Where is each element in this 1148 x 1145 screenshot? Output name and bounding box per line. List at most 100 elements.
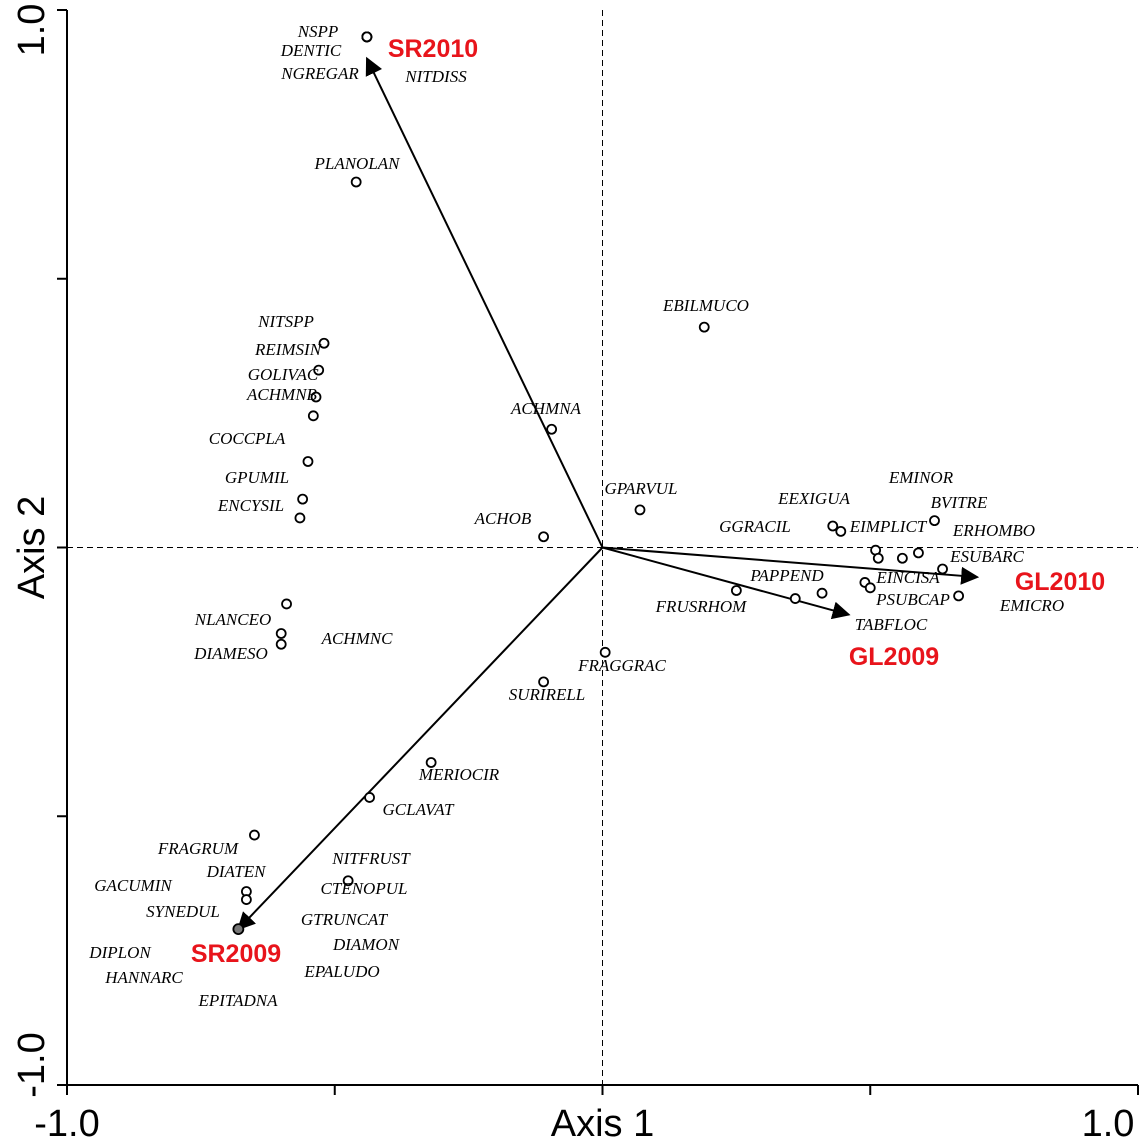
species-point	[546, 423, 558, 435]
species-label: ACHMNC	[321, 629, 394, 648]
site-vector-sr2009	[237, 546, 604, 931]
species-label: NITFRUST	[331, 849, 411, 868]
species-point	[313, 364, 325, 376]
species-point	[342, 875, 354, 887]
species-point	[240, 894, 252, 905]
species-label: NSPP	[297, 22, 339, 41]
species-label: TABFLOC	[855, 615, 928, 634]
species-label: EIMPLICT	[849, 517, 928, 536]
species-label: REIMSIN	[254, 340, 323, 359]
species-label: DIATEN	[206, 862, 268, 881]
species-label: ESUBARC	[949, 547, 1024, 566]
species-label: BVITRE	[931, 493, 988, 512]
species-point	[937, 563, 948, 575]
species-label: ACHOB	[474, 509, 532, 528]
species-point	[275, 628, 287, 639]
species-label: DENTIC	[280, 41, 342, 60]
species-point	[538, 676, 549, 688]
species-label: GCLAVAT	[383, 800, 455, 819]
species-label: MERIOCIR	[418, 765, 500, 784]
species-label: CTENOPUL	[321, 879, 408, 898]
species-label: NLANCEO	[194, 610, 272, 629]
species-point	[835, 525, 847, 537]
species-label: PSUBCAP	[875, 590, 950, 609]
species-point	[361, 31, 373, 43]
y-axis-title: Axis 2	[11, 496, 53, 599]
species-point	[350, 176, 362, 188]
species-label: ACHMNB	[246, 385, 318, 404]
species-label: DIAMON	[332, 935, 401, 954]
species-point	[698, 321, 710, 333]
species-label: SYNEDUL	[146, 902, 220, 921]
species-label: GPARVUL	[604, 479, 677, 498]
species-label: EBILMUCO	[662, 296, 749, 315]
y-tick-label-max: 1.0	[11, 4, 53, 57]
x-tick-label-min: -1.0	[34, 1103, 99, 1145]
site-point	[232, 923, 245, 936]
species-point	[318, 337, 330, 349]
species-label: FRUSRHOM	[655, 597, 747, 616]
species-label: FRAGRUM	[157, 839, 239, 858]
species-label: GPUMIL	[225, 468, 289, 487]
species-point	[913, 547, 924, 559]
species-label: EMINOR	[888, 468, 954, 487]
x-tick-label-max: 1.0	[1082, 1103, 1135, 1145]
site-label-gl2010: GL2010	[1015, 568, 1105, 596]
species-point	[896, 552, 908, 564]
species-label: EPALUDO	[303, 962, 379, 981]
species-label: ACHMNA	[510, 399, 582, 418]
x-axis-title: Axis 1	[551, 1103, 654, 1145]
site-label-sr2010: SR2010	[388, 35, 478, 63]
species-label: NITSPP	[257, 312, 314, 331]
species-point	[281, 598, 292, 610]
site-vector-sr2010	[365, 56, 604, 548]
species-point	[302, 456, 314, 467]
species-label: DIAMESO	[193, 644, 268, 663]
species-point	[249, 829, 260, 841]
species-label: EPITADNA	[197, 991, 278, 1010]
species-label: FRAGGRAC	[577, 656, 666, 675]
species-label: EMICRO	[999, 596, 1064, 615]
site-vector-gl2010	[602, 546, 980, 585]
species-point	[929, 515, 940, 527]
species-point	[872, 552, 884, 564]
species-label: ERHOMBO	[952, 521, 1035, 540]
species-label: PAPPEND	[749, 566, 824, 585]
species-label: GACUMIN	[94, 876, 173, 895]
species-point	[310, 391, 322, 403]
species-point	[297, 493, 309, 505]
species-label: EINCISA	[875, 568, 940, 587]
species-point	[730, 585, 742, 596]
site-label-gl2009: GL2009	[849, 643, 939, 671]
species-label: NGREGAR	[280, 64, 359, 83]
species-point	[275, 638, 287, 650]
species-point	[789, 593, 801, 604]
species-label: GGRACIL	[719, 517, 791, 536]
species-points	[232, 31, 965, 936]
site-vectors	[237, 56, 980, 931]
species-label: SURIRELL	[509, 685, 586, 704]
species-point	[294, 512, 306, 524]
species-point	[538, 531, 549, 543]
species-point	[816, 587, 828, 599]
species-point	[599, 646, 611, 658]
species-point	[307, 410, 319, 422]
species-label: PLANOLAN	[313, 154, 401, 173]
species-label: GTRUNCAT	[301, 910, 389, 929]
species-label: DIPLON	[88, 943, 152, 962]
species-point	[425, 757, 437, 768]
species-label: ENCYSIL	[217, 496, 284, 515]
site-label-sr2009: SR2009	[191, 940, 281, 968]
species-label: GOLIVAC	[248, 365, 319, 384]
species-label: EEXIGUA	[777, 489, 850, 508]
site-vector-gl2009	[602, 546, 851, 620]
species-point	[827, 520, 839, 532]
species-point	[364, 792, 375, 803]
species-point	[864, 582, 876, 594]
species-label: NITDISS	[404, 67, 467, 86]
species-point	[953, 590, 965, 602]
y-tick-label-min: -1.0	[11, 1032, 53, 1097]
species-point	[634, 504, 646, 516]
